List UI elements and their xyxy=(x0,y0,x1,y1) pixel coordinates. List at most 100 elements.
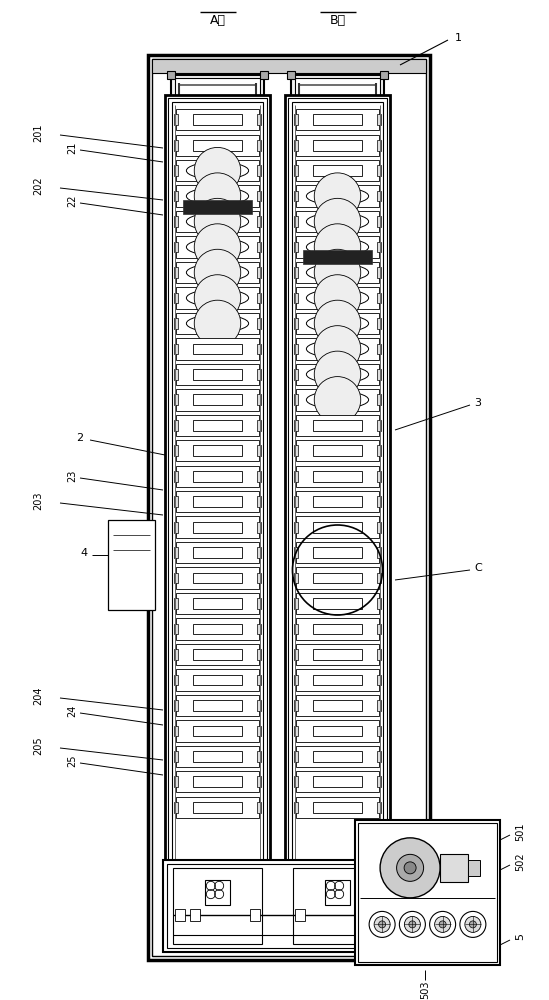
Bar xyxy=(377,293,381,303)
Bar xyxy=(174,496,178,507)
Bar xyxy=(296,542,379,563)
Bar xyxy=(257,624,261,634)
Text: 203: 203 xyxy=(33,492,43,510)
Bar xyxy=(294,293,298,303)
Bar xyxy=(294,216,298,227)
Text: 202: 202 xyxy=(33,177,43,195)
Bar xyxy=(174,216,178,227)
Bar xyxy=(294,573,298,583)
Bar xyxy=(312,165,362,176)
Text: 3: 3 xyxy=(474,398,481,408)
Ellipse shape xyxy=(306,315,368,332)
Bar xyxy=(377,394,381,405)
Circle shape xyxy=(314,173,361,219)
Circle shape xyxy=(314,326,361,372)
Bar xyxy=(294,394,298,405)
Bar xyxy=(193,369,243,380)
Bar xyxy=(174,726,178,736)
Bar xyxy=(312,445,362,456)
Bar xyxy=(257,318,261,329)
Bar xyxy=(294,471,298,482)
Bar xyxy=(176,236,259,258)
Bar xyxy=(174,802,178,813)
Text: 201: 201 xyxy=(33,124,43,142)
Bar xyxy=(377,598,381,609)
Bar xyxy=(296,746,379,767)
Bar xyxy=(250,909,260,921)
Bar xyxy=(312,726,362,736)
Bar xyxy=(296,516,379,538)
Bar xyxy=(294,802,298,813)
Bar xyxy=(257,700,261,711)
Bar xyxy=(296,338,379,360)
Bar xyxy=(257,496,261,507)
Bar xyxy=(193,344,243,354)
Bar xyxy=(296,313,379,334)
Circle shape xyxy=(194,173,241,219)
Bar xyxy=(257,369,261,380)
Bar xyxy=(296,262,379,283)
Text: 5: 5 xyxy=(515,934,525,940)
Bar xyxy=(294,267,298,278)
Bar xyxy=(294,191,298,201)
Bar xyxy=(377,140,381,151)
Bar xyxy=(293,868,382,944)
Bar xyxy=(294,522,298,533)
Bar xyxy=(312,547,362,558)
Bar xyxy=(377,114,381,125)
Bar xyxy=(193,573,243,583)
Bar xyxy=(377,471,381,482)
Bar xyxy=(257,598,261,609)
Bar xyxy=(257,547,261,558)
Bar xyxy=(377,496,381,507)
Bar xyxy=(294,165,298,176)
Text: 25: 25 xyxy=(67,755,77,767)
Bar xyxy=(257,267,261,278)
Bar xyxy=(174,293,178,303)
Bar xyxy=(377,700,381,711)
Bar xyxy=(312,776,362,787)
Text: 23: 23 xyxy=(67,470,77,482)
Circle shape xyxy=(194,249,241,296)
Bar xyxy=(377,420,381,431)
Bar xyxy=(303,250,372,264)
Bar xyxy=(257,649,261,660)
Bar xyxy=(176,313,259,334)
Ellipse shape xyxy=(306,289,368,307)
Bar xyxy=(257,140,261,151)
Bar xyxy=(377,547,381,558)
Text: C: C xyxy=(474,563,482,573)
Bar xyxy=(294,776,298,787)
Ellipse shape xyxy=(186,188,249,205)
Bar xyxy=(257,522,261,533)
Bar xyxy=(176,135,259,156)
Bar xyxy=(175,78,260,157)
Bar xyxy=(257,293,261,303)
Ellipse shape xyxy=(306,213,368,230)
Bar xyxy=(358,823,497,962)
Bar xyxy=(312,496,362,507)
Bar xyxy=(377,751,381,762)
Circle shape xyxy=(314,224,361,270)
Bar xyxy=(176,211,259,232)
Bar xyxy=(296,466,379,487)
Bar xyxy=(312,700,362,711)
Bar xyxy=(193,496,243,507)
Bar xyxy=(294,318,298,329)
Bar xyxy=(193,471,243,482)
Bar xyxy=(260,71,268,79)
Bar xyxy=(176,797,259,818)
Bar xyxy=(176,109,259,130)
Bar xyxy=(167,864,388,948)
Bar xyxy=(312,598,362,609)
Bar xyxy=(296,644,379,665)
Bar xyxy=(296,593,379,614)
Bar xyxy=(294,624,298,634)
Ellipse shape xyxy=(306,340,368,357)
Text: 1: 1 xyxy=(455,33,462,43)
Circle shape xyxy=(314,198,361,245)
Bar xyxy=(294,675,298,685)
Bar xyxy=(174,700,178,711)
Bar xyxy=(176,185,259,207)
Text: B线: B线 xyxy=(329,13,345,26)
